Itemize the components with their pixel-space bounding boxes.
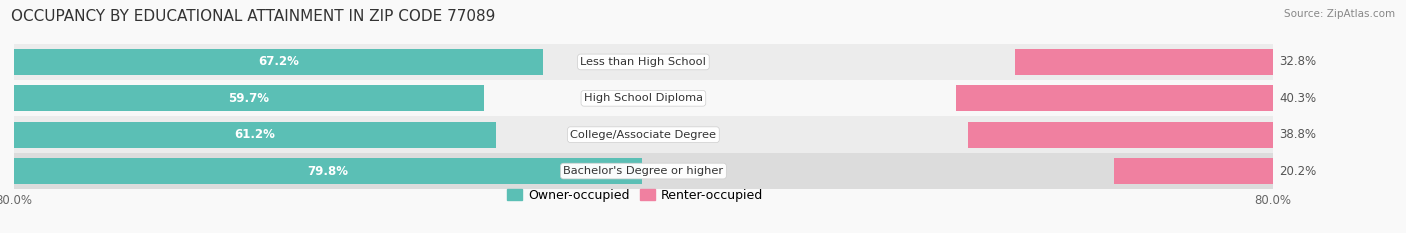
Text: 79.8%: 79.8% (308, 164, 349, 178)
Text: 67.2%: 67.2% (257, 55, 299, 69)
Text: Less than High School: Less than High School (581, 57, 706, 67)
Text: 38.8%: 38.8% (1279, 128, 1316, 141)
Text: Bachelor's Degree or higher: Bachelor's Degree or higher (564, 166, 724, 176)
Text: 40.3%: 40.3% (1279, 92, 1316, 105)
Text: 61.2%: 61.2% (235, 128, 276, 141)
Text: High School Diploma: High School Diploma (583, 93, 703, 103)
Text: 59.7%: 59.7% (228, 92, 270, 105)
Text: College/Associate Degree: College/Associate Degree (571, 130, 717, 140)
Text: OCCUPANCY BY EDUCATIONAL ATTAINMENT IN ZIP CODE 77089: OCCUPANCY BY EDUCATIONAL ATTAINMENT IN Z… (11, 9, 496, 24)
Bar (14, 122, 495, 148)
Bar (14, 80, 1272, 116)
Bar (14, 49, 543, 75)
Text: Source: ZipAtlas.com: Source: ZipAtlas.com (1284, 9, 1395, 19)
Bar (1114, 158, 1272, 184)
Bar (14, 158, 641, 184)
Bar (14, 153, 1272, 189)
Bar (967, 122, 1272, 148)
Text: 32.8%: 32.8% (1279, 55, 1316, 69)
Legend: Owner-occupied, Renter-occupied: Owner-occupied, Renter-occupied (502, 184, 768, 207)
Bar (956, 85, 1272, 111)
Text: 20.2%: 20.2% (1279, 164, 1316, 178)
Bar (14, 44, 1272, 80)
Bar (14, 116, 1272, 153)
Bar (14, 85, 484, 111)
Bar (1015, 49, 1272, 75)
